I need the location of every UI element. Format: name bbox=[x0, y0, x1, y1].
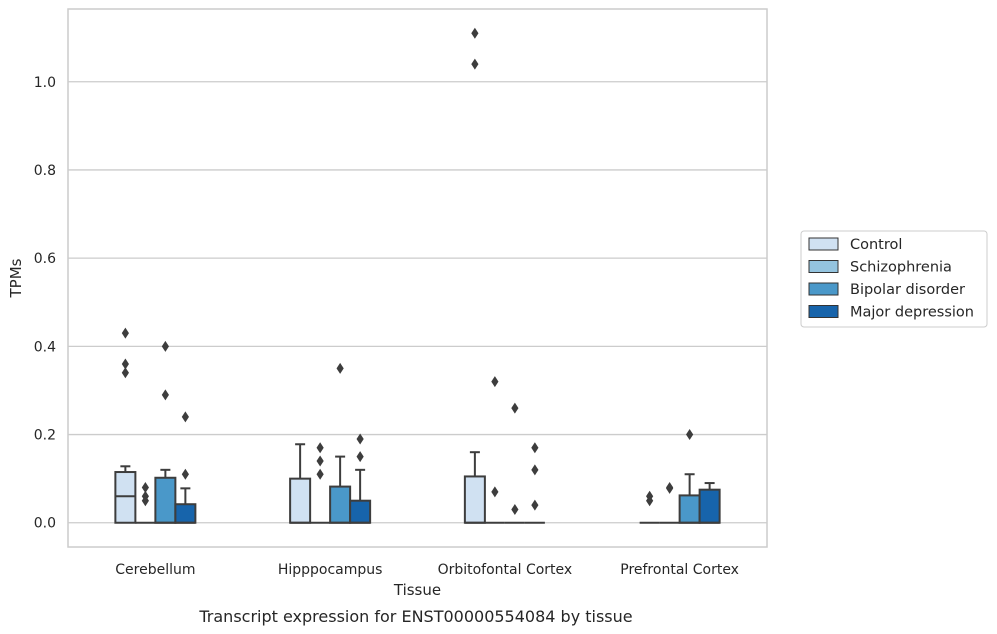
box-3-2 bbox=[524, 442, 545, 524]
x-tick-label: Cerebellum bbox=[115, 562, 195, 578]
legend-box bbox=[800, 230, 988, 328]
box-2-0 bbox=[154, 340, 177, 524]
outlier-point bbox=[491, 376, 499, 388]
outlier-point bbox=[316, 468, 324, 480]
outlier-point bbox=[316, 455, 324, 467]
y-tick-label: 0.4 bbox=[34, 339, 56, 355]
box-1-0 bbox=[135, 481, 156, 524]
plot-frame bbox=[67, 8, 768, 548]
outlier-point bbox=[121, 327, 129, 339]
legend-label: Control bbox=[850, 237, 902, 253]
outlier-point bbox=[646, 495, 654, 507]
outlier-point bbox=[531, 442, 539, 454]
y-tick-label: 0.0 bbox=[34, 516, 56, 532]
legend-label: Bipolar disorder bbox=[850, 282, 965, 298]
box-2-2 bbox=[504, 402, 525, 524]
outlier-point bbox=[491, 486, 499, 498]
box-body bbox=[349, 499, 372, 524]
box-2-3 bbox=[678, 429, 701, 524]
box-body bbox=[329, 485, 352, 524]
legend-swatch bbox=[808, 282, 839, 296]
box-body bbox=[114, 471, 137, 524]
box-body bbox=[174, 503, 197, 524]
box-body bbox=[289, 477, 312, 524]
legend-swatch bbox=[808, 260, 839, 273]
legend-label: Schizophrenia bbox=[850, 260, 952, 276]
outlier-point bbox=[511, 402, 519, 414]
outlier-point bbox=[686, 429, 694, 441]
y-tick-label: 0.6 bbox=[34, 251, 56, 267]
outlier-point bbox=[356, 451, 364, 463]
y-tick-label: 0.8 bbox=[34, 163, 56, 179]
y-axis-label: TPMs bbox=[7, 258, 25, 298]
outlier-point bbox=[121, 367, 129, 379]
box-1-3 bbox=[659, 481, 680, 524]
box-0-3 bbox=[639, 490, 660, 524]
y-tick-label: 1.0 bbox=[34, 75, 56, 91]
box-body bbox=[698, 488, 721, 524]
outlier-point bbox=[316, 442, 324, 454]
box-body bbox=[154, 476, 177, 524]
outlier-point bbox=[531, 464, 539, 476]
outlier-point bbox=[336, 362, 344, 374]
outlier-point bbox=[511, 504, 519, 516]
outlier-point bbox=[356, 433, 364, 445]
box-plot-series bbox=[114, 27, 721, 524]
legend-label: Major depression bbox=[850, 305, 974, 321]
x-tick-label: Hipppocampus bbox=[278, 562, 383, 578]
outlier-point bbox=[181, 411, 189, 423]
box-3-3 bbox=[698, 482, 721, 524]
outlier-point bbox=[141, 481, 149, 493]
box-0-1 bbox=[289, 443, 312, 524]
box-0-2 bbox=[463, 27, 486, 524]
outlier-point bbox=[471, 58, 479, 70]
outlier-point bbox=[161, 340, 169, 352]
outlier-point bbox=[121, 358, 129, 370]
box-1-2 bbox=[484, 376, 505, 524]
x-tick-label: Prefrontal Cortex bbox=[620, 562, 739, 578]
legend-swatch bbox=[808, 237, 839, 251]
box-body bbox=[463, 475, 486, 524]
outlier-point bbox=[161, 389, 169, 401]
outlier-point bbox=[666, 482, 674, 494]
y-tick-labels: 0.0 0.2 0.4 0.6 0.8 1.0 bbox=[34, 75, 56, 532]
outlier-point bbox=[471, 27, 479, 39]
x-axis-label: Tissue bbox=[393, 581, 441, 599]
outlier-point bbox=[141, 495, 149, 507]
grid-lines bbox=[68, 81, 767, 524]
box-3-0 bbox=[174, 411, 197, 524]
outlier-point bbox=[531, 499, 539, 511]
box-3-1 bbox=[349, 433, 372, 524]
legend-swatch bbox=[808, 305, 839, 318]
box-2-1 bbox=[329, 362, 352, 524]
y-tick-label: 0.2 bbox=[34, 428, 56, 444]
x-tick-labels: Cerebellum Hipppocampus Orbitofontal Corte… bbox=[115, 562, 739, 578]
box-1-1 bbox=[310, 442, 331, 524]
legend: Control Schizophrenia Bipolar disorder Majo… bbox=[800, 230, 988, 328]
chart-caption: Transcript expression for ENST0000055408… bbox=[198, 607, 632, 626]
outlier-point bbox=[181, 468, 189, 480]
box-0-0 bbox=[114, 327, 137, 524]
box-body bbox=[678, 494, 701, 524]
x-tick-label: Orbitofontal Cortex bbox=[438, 562, 573, 578]
